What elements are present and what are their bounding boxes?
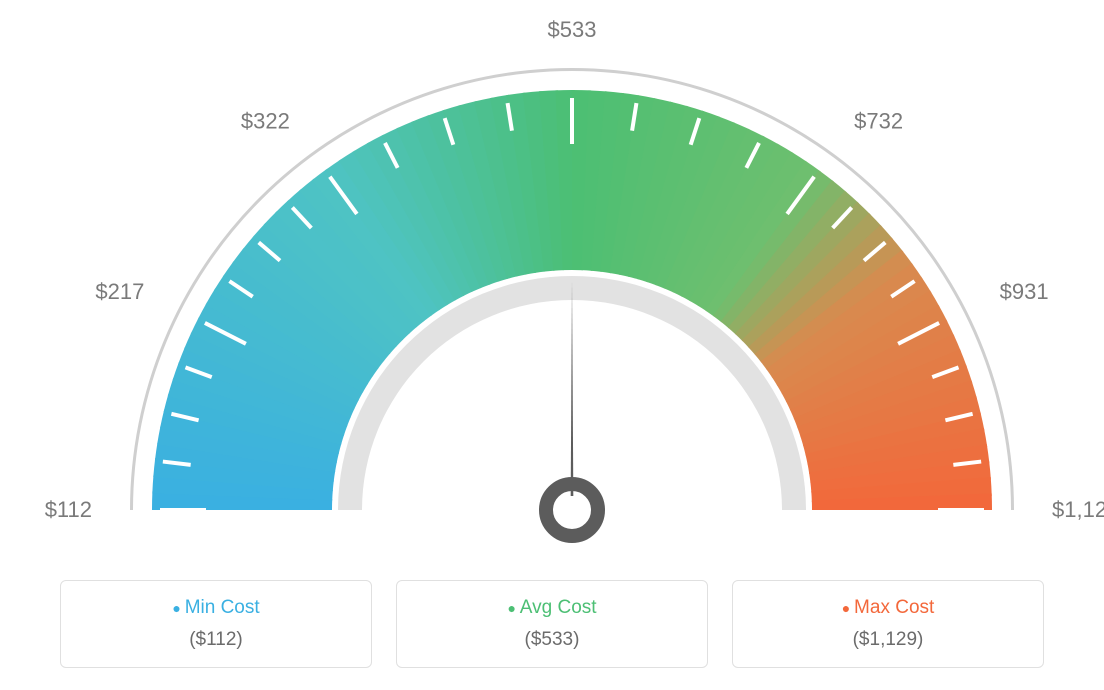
legend-min-card: Min Cost ($112) [60,580,372,668]
gauge-chart-container: $112 $217 $322 $533 $732 $931 $1,129 Min Cost … [0,0,1104,690]
legend-avg-card: Avg Cost ($533) [396,580,708,668]
gauge-tick-label: $217 [95,279,144,304]
legend-max-card: Max Cost ($1,129) [732,580,1044,668]
gauge-svg: $112 $217 $322 $533 $732 $931 $1,129 [20,20,1104,580]
legend-min-label: Min Cost [73,597,359,619]
legend-max-label: Max Cost [745,597,1031,619]
gauge-needle [571,280,574,496]
gauge-tick-label: $931 [1000,279,1049,304]
gauge-tick-label: $322 [241,109,290,134]
gauge-tick-label: $112 [45,497,92,522]
legend-avg-value: ($533) [409,629,695,651]
legend-max-value: ($1,129) [745,629,1031,651]
gauge-tick-label: $732 [854,109,903,134]
legend-row: Min Cost ($112) Avg Cost ($533) Max Cost… [20,580,1084,668]
legend-min-value: ($112) [73,629,359,651]
gauge-area: $112$217$322$533$732$931$1,129 [20,20,1084,580]
gauge-tick-label: $533 [548,20,597,42]
legend-avg-label: Avg Cost [409,597,695,619]
gauge-tick-label: $1,129 [1052,497,1104,522]
